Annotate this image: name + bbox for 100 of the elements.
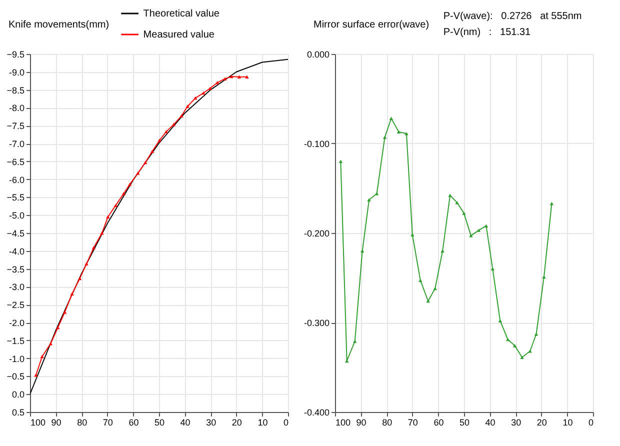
y-tick-label: -3.0 (8, 282, 24, 292)
point (396, 130, 401, 134)
point (382, 136, 387, 139)
point (172, 122, 176, 126)
point (448, 194, 452, 198)
x-tick-label: 100 (336, 418, 351, 428)
y-tick-label: −5.5 (6, 192, 24, 203)
point (202, 91, 206, 95)
x-tick-label: 50 (459, 418, 470, 428)
point (389, 116, 394, 120)
y-tick-label: -0.100 (304, 139, 330, 149)
point (84, 262, 88, 266)
point (56, 326, 60, 330)
point (208, 86, 212, 90)
point (367, 198, 371, 202)
point (40, 354, 44, 358)
y-tick-label: -7.0 (8, 139, 24, 149)
point (150, 150, 154, 153)
x-tick-label: 70 (102, 418, 113, 428)
point (230, 74, 234, 78)
line-series (34, 74, 249, 377)
line-series (30, 58, 288, 395)
y-tick-label: -9.0 (8, 67, 24, 78)
point (520, 356, 524, 360)
y-tick-label: −0.5 (6, 372, 24, 382)
x-tick-label: 20 (536, 418, 547, 428)
point (440, 249, 444, 253)
point (469, 234, 473, 238)
point (114, 204, 118, 208)
legend-label: Measured value (143, 30, 215, 40)
y-tick-label: −3.5 (6, 264, 24, 274)
y-axis-title: Knife movements(mm) (8, 20, 110, 30)
point (180, 114, 184, 118)
point (360, 249, 364, 253)
y-tick-label: −2.5 (6, 300, 24, 310)
point (164, 130, 168, 134)
point (542, 275, 546, 278)
point (484, 224, 488, 228)
x-tick-label: 0 (588, 418, 594, 428)
text: P-V(wave): 0.2726 at 555nm (443, 11, 582, 22)
point (158, 138, 162, 142)
y-tick-label: -6.0 (8, 174, 24, 185)
point (498, 319, 502, 322)
point (100, 231, 104, 235)
point (143, 160, 148, 164)
point (512, 344, 517, 348)
x-tick-label: 30 (511, 418, 522, 428)
y-tick-label: 0.5 (12, 408, 24, 418)
point (404, 132, 408, 136)
x-tick-label: 60 (434, 418, 444, 428)
x-tick-label: 30 (206, 418, 216, 428)
x-tick-label: 40 (485, 418, 496, 428)
x-tick-label: 100 (30, 418, 46, 428)
point (418, 278, 422, 282)
y-axis-title: Mirror surface error(wave) (314, 20, 430, 30)
point (237, 75, 242, 79)
x-tick-label: 50 (154, 418, 165, 428)
x-tick-label: 80 (77, 418, 88, 428)
point (186, 104, 190, 108)
point (106, 215, 110, 219)
text: P-V(nm) : 151.31 (443, 27, 532, 38)
y-tick-label: −6.5 (6, 156, 24, 167)
point (433, 286, 437, 290)
point (62, 310, 67, 314)
point (245, 75, 249, 79)
y-tick-label: 0.000 (306, 50, 330, 60)
point (352, 340, 357, 343)
x-tick-label: 60 (128, 418, 139, 428)
y-tick-label: -4.0 (8, 246, 24, 256)
x-tick-label: 90 (356, 418, 366, 428)
x-tick-label: 10 (562, 418, 573, 428)
x-tick-label: 70 (408, 418, 418, 428)
y-tick-label: -0.400 (304, 408, 330, 418)
point (194, 96, 198, 100)
x-tick-label: 10 (258, 418, 268, 428)
point (136, 172, 140, 175)
y-tick-label: -2.0 (8, 318, 24, 328)
y-tick-label: −4.5 (6, 228, 24, 238)
y-tick-label: 0.0 (12, 390, 24, 400)
y-tick-label: -0.200 (304, 228, 330, 238)
point (78, 276, 82, 280)
x-tick-label: 0 (283, 418, 288, 428)
point (223, 77, 227, 80)
x-tick-label: 90 (51, 418, 62, 428)
point (410, 233, 414, 236)
y-tick-label: -0.300 (304, 318, 330, 328)
legend-label: Theoretical value (143, 8, 220, 20)
point (534, 332, 538, 336)
y-tick-label: −9.5 (6, 50, 24, 60)
point (490, 267, 495, 270)
point (426, 299, 430, 303)
y-tick-label: -5.0 (8, 210, 24, 221)
point (550, 202, 554, 206)
y-tick-label: −7.5 (6, 121, 24, 132)
y-tick-label: -1.0 (8, 354, 24, 364)
y-tick-label: −8.5 (6, 85, 24, 96)
point (506, 338, 510, 342)
point (528, 350, 532, 353)
point (215, 81, 220, 84)
x-tick-label: 80 (382, 418, 392, 428)
